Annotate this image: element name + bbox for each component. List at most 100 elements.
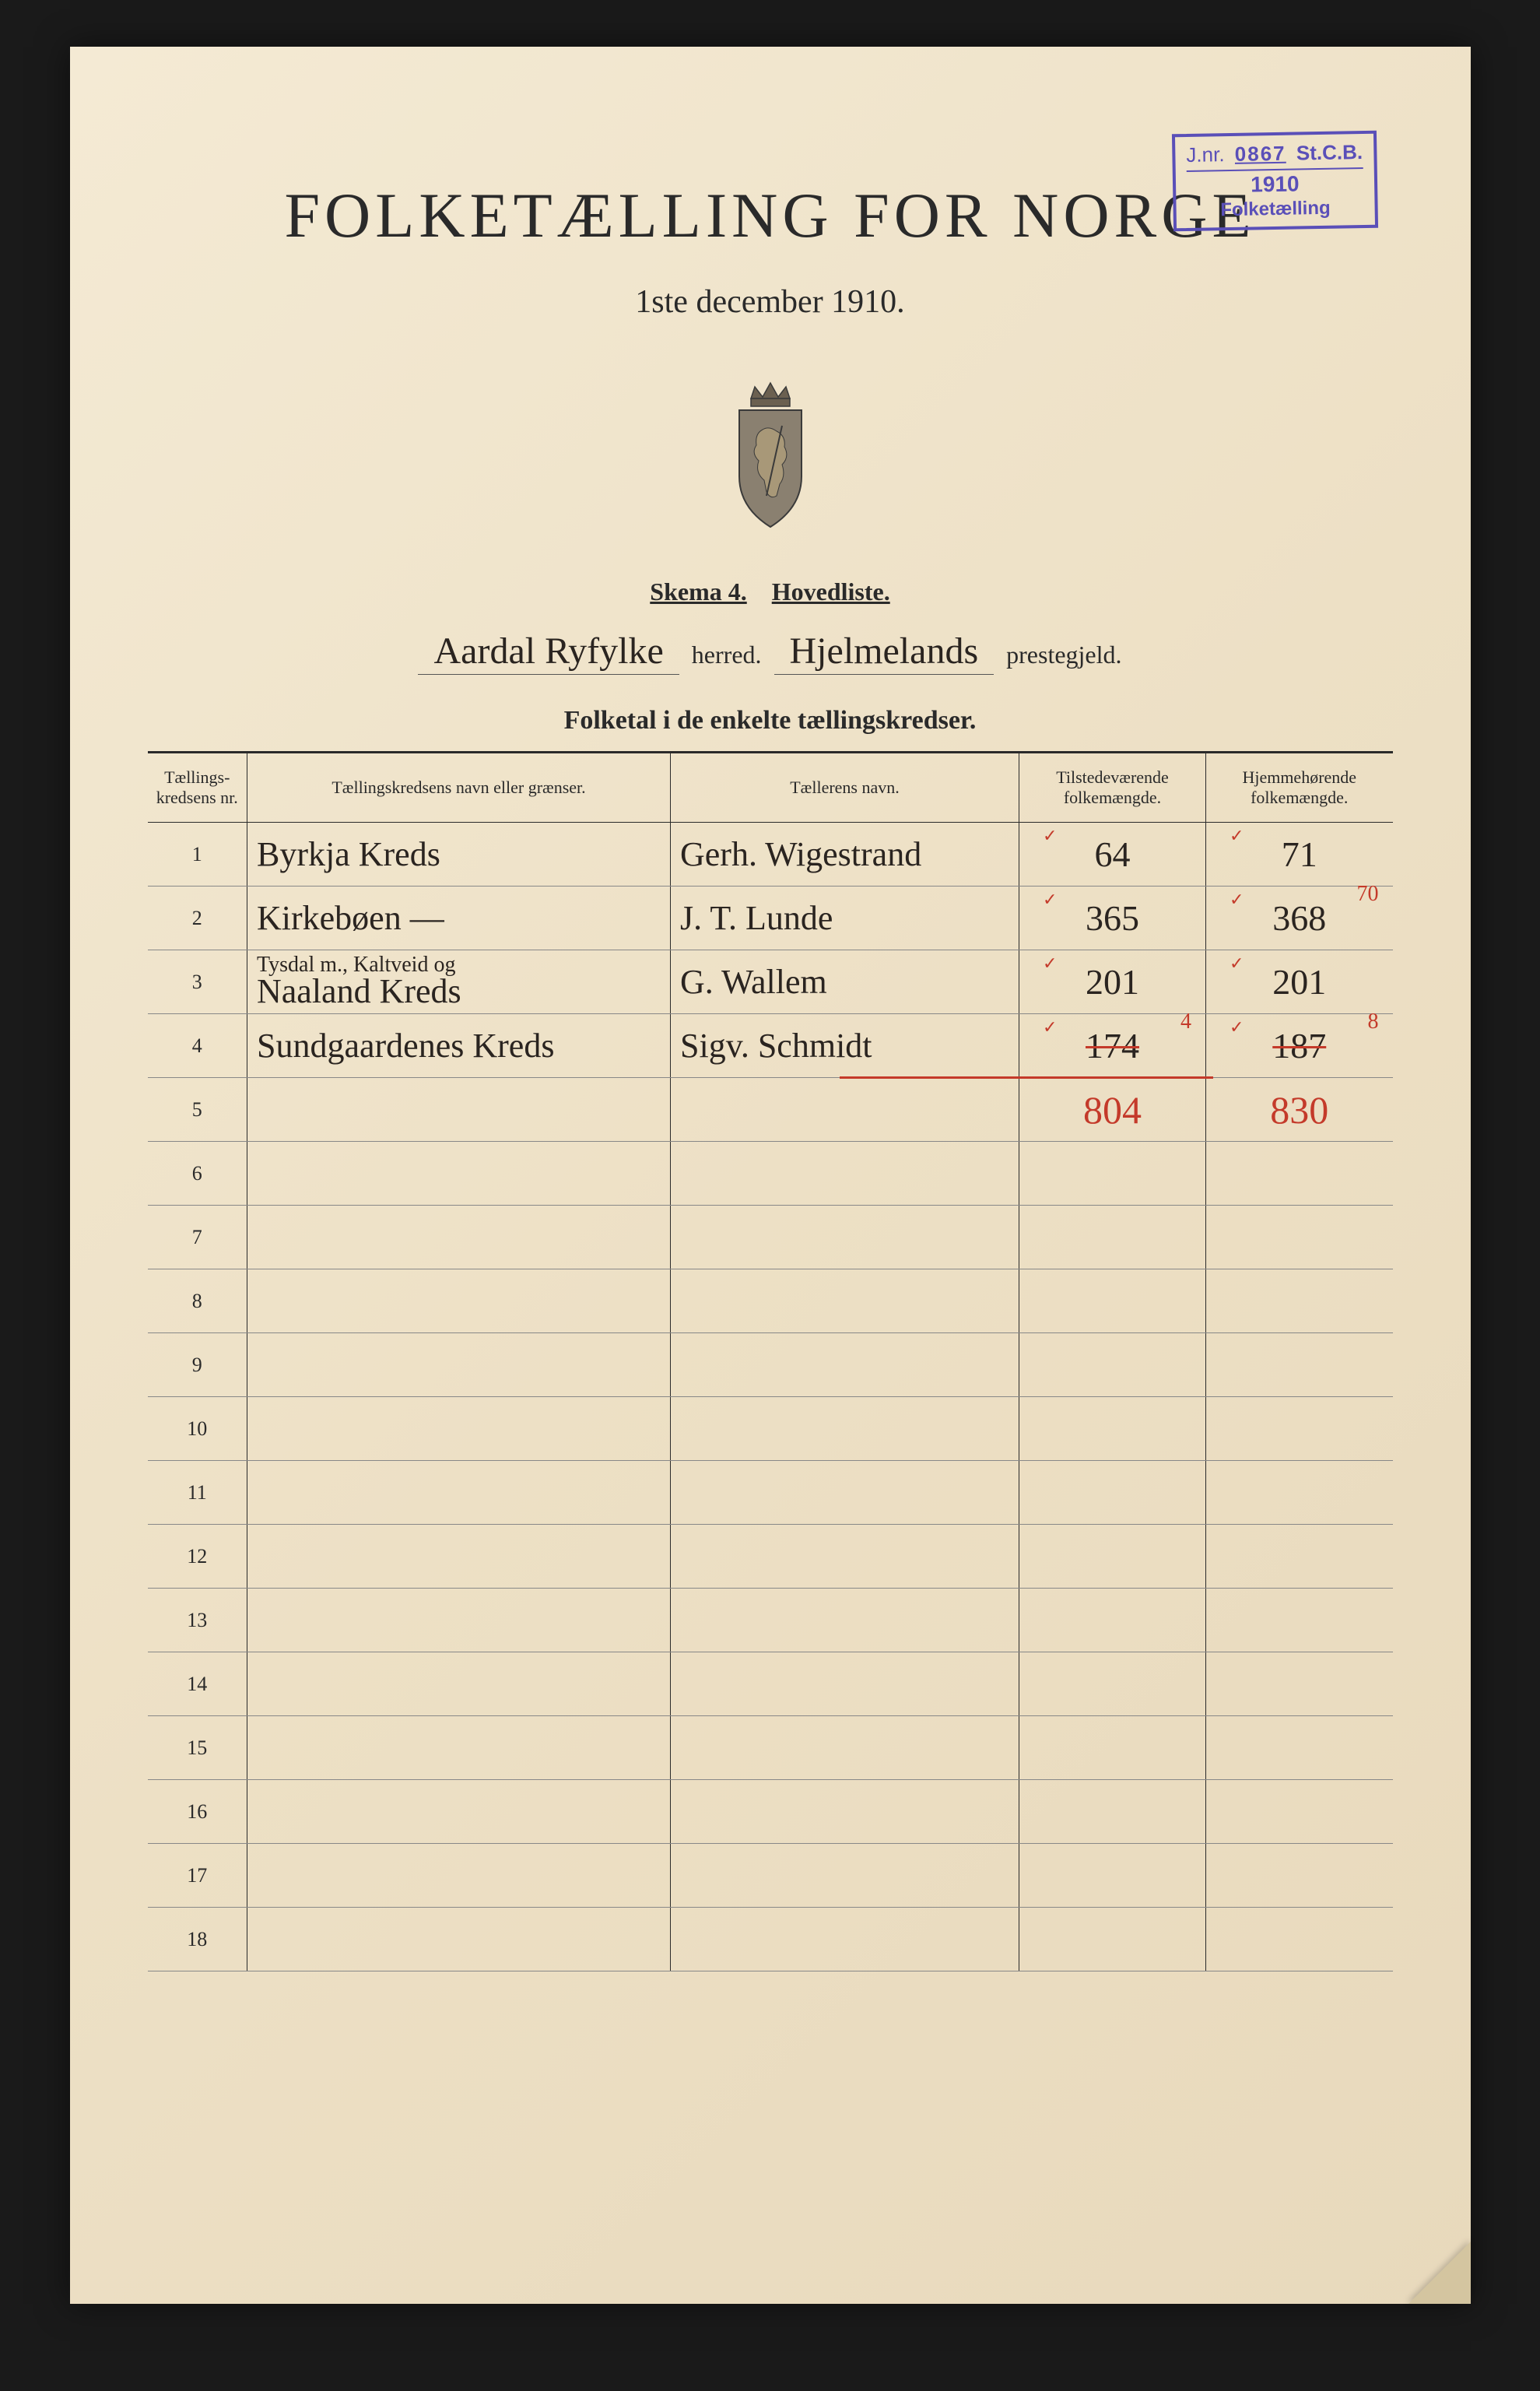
empty-cell xyxy=(1019,1780,1206,1844)
row-number: 7 xyxy=(148,1206,247,1269)
empty-row: 16 xyxy=(148,1780,1393,1844)
empty-cell xyxy=(671,1525,1019,1589)
empty-cell xyxy=(671,1908,1019,1971)
pop-present-value: 64 xyxy=(1095,834,1131,874)
pop-present-value: 365 xyxy=(1086,898,1139,938)
counter-name: Sigv. Schmidt xyxy=(680,1027,872,1065)
empty-cell xyxy=(671,1142,1019,1206)
empty-cell xyxy=(247,1780,671,1844)
pop-present-cell: ✓ 64 xyxy=(1019,823,1206,887)
skema-number: Skema 4. xyxy=(650,578,746,606)
empty-cell xyxy=(1206,1908,1393,1971)
row-number: 4 xyxy=(148,1014,247,1078)
red-total-rule xyxy=(840,1076,1213,1079)
herred-line: Aardal Ryfylke herred. Hjelmelands prest… xyxy=(148,630,1393,675)
red-tick-mark: ✓ xyxy=(1230,890,1244,910)
row-number: 15 xyxy=(148,1716,247,1780)
stamp-jnr-label: J.nr. xyxy=(1186,142,1225,167)
red-tick-mark: ✓ xyxy=(1043,890,1057,910)
skema-type: Hovedliste. xyxy=(772,578,890,606)
row-number: 9 xyxy=(148,1333,247,1397)
pop-resident-value: 71 xyxy=(1282,834,1317,874)
stamp-jnr-number: 0867 xyxy=(1234,142,1286,166)
red-tick-mark: ✓ xyxy=(1043,953,1057,974)
empty-cell xyxy=(1019,1333,1206,1397)
empty-row: 7 xyxy=(148,1206,1393,1269)
empty-cell xyxy=(1206,1333,1393,1397)
red-tick-mark: ✓ xyxy=(1043,1017,1057,1038)
empty-cell xyxy=(1206,1397,1393,1461)
coat-of-arms xyxy=(708,375,833,531)
pop-resident-correction: 8 xyxy=(1368,1009,1379,1034)
empty-row: 13 xyxy=(148,1589,1393,1652)
pop-resident-cell: ✓71 xyxy=(1206,823,1393,887)
empty-cell xyxy=(1019,1652,1206,1716)
empty-row: 9 xyxy=(148,1333,1393,1397)
empty-cell xyxy=(247,1652,671,1716)
row-number: 1 xyxy=(148,823,247,887)
kreds-name: Byrkja Kreds xyxy=(257,835,440,873)
pop-present-cell: ✓ 365 xyxy=(1019,887,1206,950)
row-number: 3 xyxy=(148,950,247,1014)
total-resident-value: 830 xyxy=(1270,1088,1328,1132)
pop-resident-cell: ✓1878 xyxy=(1206,1014,1393,1078)
empty-cell xyxy=(1019,1206,1206,1269)
empty-row: 11 xyxy=(148,1461,1393,1525)
row-number: 5 xyxy=(148,1078,247,1142)
empty-cell xyxy=(1206,1206,1393,1269)
empty-cell xyxy=(247,1589,671,1652)
counter-name-cell: Gerh. Wigestrand xyxy=(671,823,1019,887)
counter-name-cell: Sigv. Schmidt xyxy=(671,1014,1019,1078)
row-number: 18 xyxy=(148,1908,247,1971)
row-number: 8 xyxy=(148,1269,247,1333)
empty-cell xyxy=(1206,1269,1393,1333)
stamp-stcb: St.C.B. xyxy=(1296,140,1363,164)
empty-row: 6 xyxy=(148,1142,1393,1206)
empty-cell xyxy=(1019,1844,1206,1908)
row-number: 12 xyxy=(148,1525,247,1589)
empty-cell xyxy=(1019,1269,1206,1333)
counter-name: G. Wallem xyxy=(680,963,827,1001)
row-number: 10 xyxy=(148,1397,247,1461)
stamp-top-line: J.nr. 0867 St.C.B. xyxy=(1186,140,1363,172)
empty-cell xyxy=(247,1525,671,1589)
pop-resident-correction: 70 xyxy=(1357,882,1379,907)
empty-cell xyxy=(1019,1397,1206,1461)
empty-cell xyxy=(1019,1589,1206,1652)
pop-present-correction: 4 xyxy=(1180,1009,1191,1034)
red-tick-mark: ✓ xyxy=(1230,953,1244,974)
empty-row: 14 xyxy=(148,1652,1393,1716)
header-pop-resident: Hjemmehørende folkemængde. xyxy=(1206,753,1393,823)
empty-cell xyxy=(1019,1461,1206,1525)
empty-cell xyxy=(1206,1142,1393,1206)
counter-name: Gerh. Wigestrand xyxy=(680,835,921,873)
totals-row: 5 804 830 xyxy=(148,1078,1393,1142)
empty-row: 17 xyxy=(148,1844,1393,1908)
row-number: 6 xyxy=(148,1142,247,1206)
empty-cell xyxy=(671,1206,1019,1269)
kreds-name-cell: Sundgaardenes Kreds xyxy=(247,1014,671,1078)
row-number: 11 xyxy=(148,1461,247,1525)
total-present-cell: 804 xyxy=(1019,1078,1206,1142)
empty-row: 12 xyxy=(148,1525,1393,1589)
empty-cell xyxy=(247,1461,671,1525)
empty-cell xyxy=(1206,1780,1393,1844)
empty-cell xyxy=(247,1206,671,1269)
prestegjeld-label: prestegjeld. xyxy=(1006,641,1121,669)
empty-cell xyxy=(247,1716,671,1780)
table-header-row: Tællings- kredsens nr. Tællingskredsens … xyxy=(148,753,1393,823)
pop-resident-cell: ✓201 xyxy=(1206,950,1393,1014)
header-counter: Tællerens navn. xyxy=(671,753,1019,823)
empty-cell xyxy=(1206,1652,1393,1716)
page-corner-fold xyxy=(1408,2242,1471,2304)
kreds-name-cell: Tysdal m., Kaltveid ogNaaland Kreds xyxy=(247,950,671,1014)
row-number: 14 xyxy=(148,1652,247,1716)
empty-row: 18 xyxy=(148,1908,1393,1971)
empty-cell xyxy=(671,1780,1019,1844)
red-tick-mark: ✓ xyxy=(1043,826,1057,846)
empty-cell xyxy=(671,1397,1019,1461)
empty-cell xyxy=(247,1844,671,1908)
total-resident-cell: 830 xyxy=(1206,1078,1393,1142)
census-table: Tællings- kredsens nr. Tællingskredsens … xyxy=(148,751,1393,1971)
stamp-year: 1910 xyxy=(1187,170,1363,198)
